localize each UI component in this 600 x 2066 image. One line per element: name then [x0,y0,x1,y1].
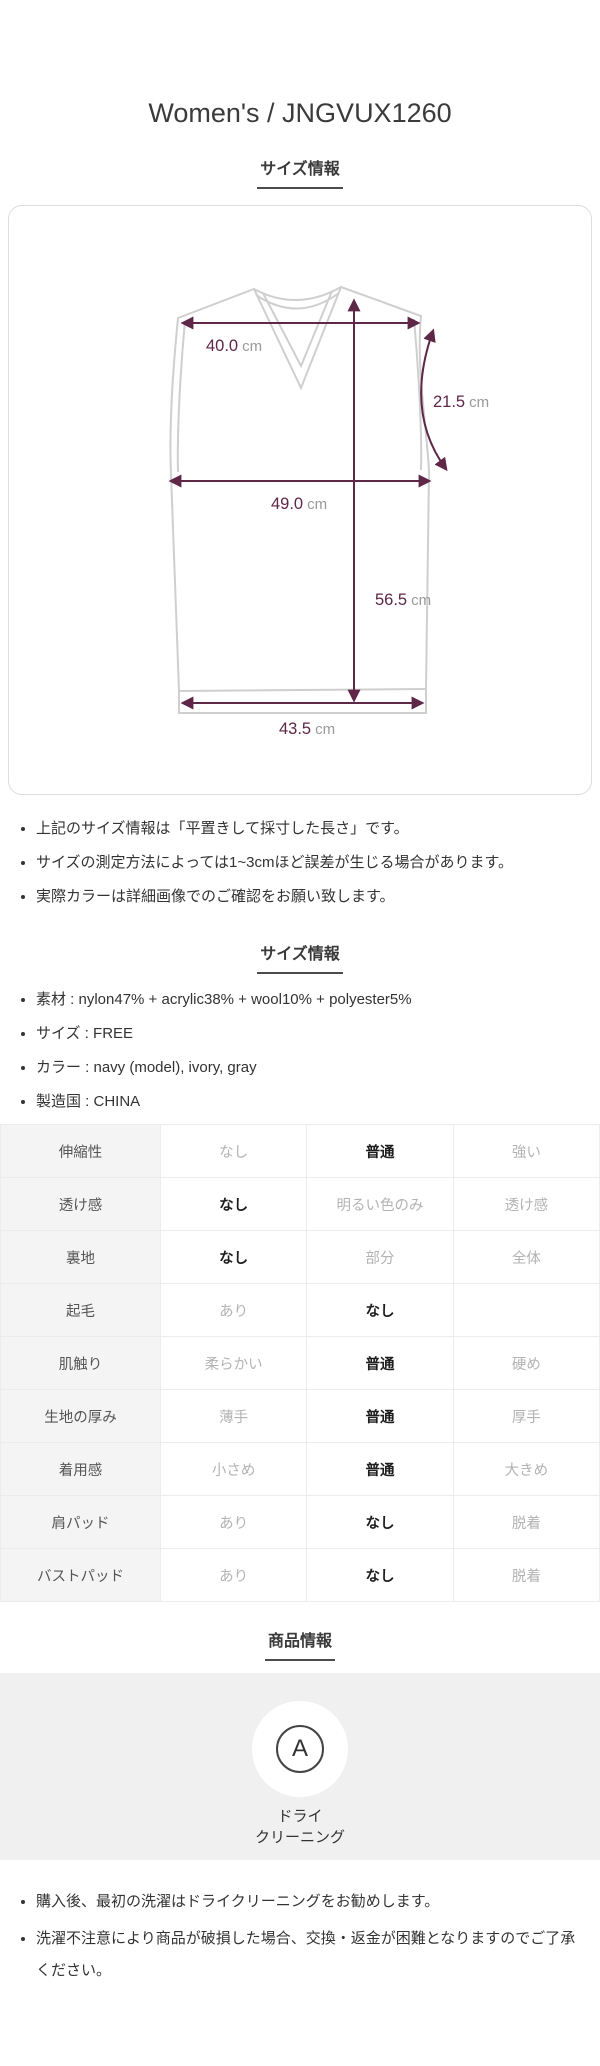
attribute-option: あり [159,1495,308,1549]
size-diagram-box: 40.0 cm 21.5 cm 49.0 cm 56.5 cm 43.5 cm [8,205,592,795]
attribute-label: 起毛 [0,1283,161,1337]
attribute-label: 伸縮性 [0,1124,161,1178]
vest-outline [169,285,431,714]
table-row: 透け感 なし 明るい色のみ 透け感 [0,1177,600,1231]
attribute-option: 柔らかい [159,1336,308,1390]
attribute-option: なし [159,1124,308,1178]
attribute-label: 肩パッド [0,1495,161,1549]
attribute-option: 透け感 [452,1177,600,1231]
attribute-option: 強い [452,1124,600,1178]
attribute-option: 厚手 [452,1389,600,1443]
size-note: 実際カラーは詳細画像でのご確認をお願い致します。 [36,885,582,909]
attribute-label: 肌触り [0,1336,161,1390]
hem-width-label: 43.5 cm [279,720,335,738]
spec-item: カラー : navy (model), ivory, gray [36,1056,582,1080]
attribute-option: 普通 [306,1124,454,1178]
attribute-option: 薄手 [159,1389,308,1443]
spec-item: 素材 : nylon47% + acrylic38% + wool10% + p… [36,988,582,1012]
spec-info-header: サイズ情報 [257,945,343,974]
table-row: 起毛 あり なし [0,1283,600,1337]
attribute-table: 伸縮性 なし 普通 強い 透け感 なし 明るい色のみ 透け感 裏地 なし 部分 全体 起毛 あり なし 肌触り… [0,1124,600,1602]
right-armhole-trim [413,318,423,471]
size-notes-list: 上記のサイズ情報は「平置きして採寸した長さ」です。サイズの測定方法によっては1~… [0,817,600,909]
care-notes-list: 購入後、最初の洗濯はドライクリーニングをお勧めします。洗濯不注意により商品が破損… [0,1886,600,1987]
table-row: 着用感 小さめ 普通 大きめ [0,1442,600,1496]
attribute-option: 大きめ [452,1442,600,1496]
table-row: 肩パッド あり なし 脱着 [0,1495,600,1549]
dry-cleaning-icon: A [252,1701,348,1797]
attribute-label: 透け感 [0,1177,161,1231]
attribute-option: 普通 [306,1442,454,1496]
table-row: 肌触り 柔らかい 普通 硬め [0,1336,600,1390]
attribute-option: 全体 [452,1230,600,1284]
care-note: 購入後、最初の洗濯はドライクリーニングをお勧めします。 [36,1886,582,1918]
shoulder-width-label: 40.0 cm [206,337,262,355]
attribute-option: なし [306,1283,454,1337]
attribute-label: 着用感 [0,1442,161,1496]
chest-width-label: 49.0 cm [271,495,327,513]
table-row: 生地の厚み 薄手 普通 厚手 [0,1389,600,1443]
table-row: 伸縮性 なし 普通 強い [0,1124,600,1178]
size-info-header: サイズ情報 [257,160,343,189]
attribute-option: 小さめ [159,1442,308,1496]
attribute-option: なし [306,1495,454,1549]
attribute-label: 生地の厚み [0,1389,161,1443]
collar-inner-line [255,292,340,310]
spec-item: サイズ : FREE [36,1022,582,1046]
left-armhole-trim [176,320,186,473]
spec-list: 素材 : nylon47% + acrylic38% + wool10% + p… [0,988,600,1114]
attribute-label: 裏地 [0,1230,161,1284]
attribute-option: あり [159,1548,308,1602]
size-note: サイズの測定方法によっては1~3cmほど誤差が生じる場合があります。 [36,851,582,875]
care-label: ドライ クリーニング [0,1806,600,1848]
spec-item: 製造国 : CHINA [36,1090,582,1114]
attribute-option: なし [306,1548,454,1602]
attribute-option: 明るい色のみ [306,1177,454,1231]
table-row: 裏地 なし 部分 全体 [0,1230,600,1284]
collar-outer-line [253,286,342,301]
care-section: A ドライ クリーニング [0,1673,600,1860]
page-title: Women's / JNGVUX1260 [148,98,452,128]
armhole-label: 21.5 cm [433,393,489,411]
attribute-option: 硬め [452,1336,600,1390]
care-note: 洗濯不注意により商品が破損した場合、交換・返金が困難となりますのでご了承ください… [36,1923,582,1987]
length-label: 56.5 cm [375,591,431,609]
size-note: 上記のサイズ情報は「平置きして採寸した長さ」です。 [36,817,582,841]
product-info-header: 商品情報 [264,1632,335,1661]
attribute-option: なし [159,1230,308,1284]
care-label-line1: ドライ [277,1808,323,1825]
care-symbol-letter: A [276,1725,324,1773]
attribute-option: 普通 [306,1336,454,1390]
attribute-option: 脱着 [452,1495,600,1549]
table-row: バストパッド あり なし 脱着 [0,1548,600,1602]
attribute-label: バストパッド [0,1548,161,1602]
attribute-option: あり [159,1283,308,1337]
care-label-line2: クリーニング [254,1829,345,1846]
attribute-option: なし [159,1177,308,1231]
hem-band-line [178,688,427,692]
vest-size-diagram: 40.0 cm 21.5 cm 49.0 cm 56.5 cm 43.5 cm [168,285,489,738]
attribute-option: 普通 [306,1389,454,1443]
attribute-option: 脱着 [452,1548,600,1602]
armhole-line [420,328,448,472]
attribute-option: 部分 [306,1230,454,1284]
attribute-option [452,1283,600,1337]
